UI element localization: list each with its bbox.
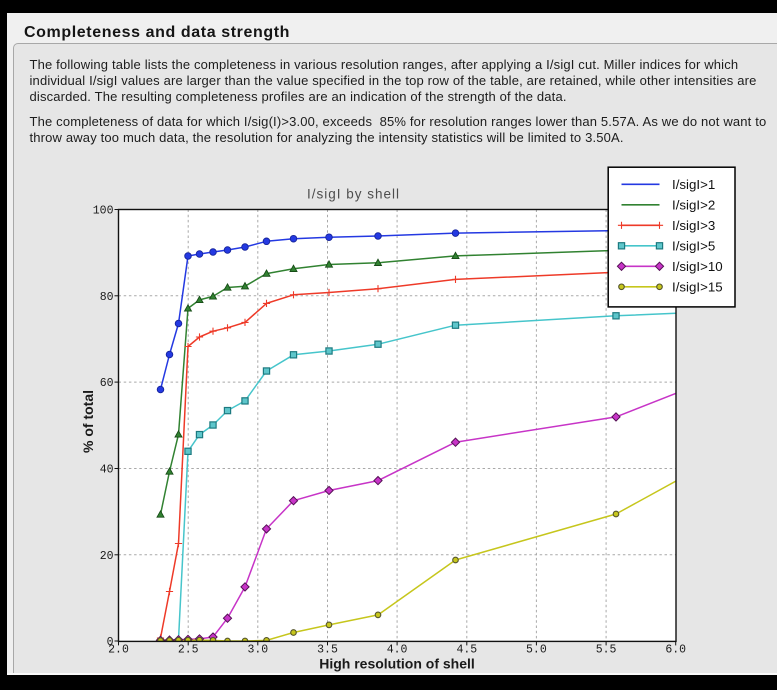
svg-text:80: 80: [100, 291, 114, 304]
svg-text:I/sigI>10: I/sigI>10: [672, 259, 723, 274]
svg-text:4.5: 4.5: [456, 644, 477, 657]
svg-text:I/sigI>2: I/sigI>2: [672, 197, 715, 212]
svg-text:5.5: 5.5: [596, 644, 617, 657]
svg-text:I/sigI>3: I/sigI>3: [672, 218, 715, 233]
svg-text:I/sigI>15: I/sigI>15: [672, 279, 723, 294]
svg-text:2.5: 2.5: [178, 644, 199, 657]
svg-text:% of total: % of total: [80, 390, 96, 453]
svg-text:3.5: 3.5: [317, 644, 338, 657]
svg-text:0: 0: [107, 636, 114, 649]
svg-text:40: 40: [100, 464, 114, 477]
svg-text:100: 100: [93, 205, 114, 218]
svg-text:20: 20: [100, 550, 114, 563]
svg-text:2.0: 2.0: [108, 644, 129, 657]
svg-text:4.0: 4.0: [387, 644, 408, 657]
svg-text:I/sigI>1: I/sigI>1: [672, 177, 715, 192]
svg-text:High resolution of shell: High resolution of shell: [319, 656, 475, 672]
svg-text:3.0: 3.0: [247, 644, 268, 657]
svg-text:5.0: 5.0: [526, 644, 547, 657]
svg-text:I/sigI>5: I/sigI>5: [672, 238, 715, 253]
svg-text:60: 60: [100, 377, 114, 390]
svg-text:I/sigI by shell: I/sigI by shell: [307, 187, 400, 202]
svg-text:6.0: 6.0: [665, 644, 686, 657]
